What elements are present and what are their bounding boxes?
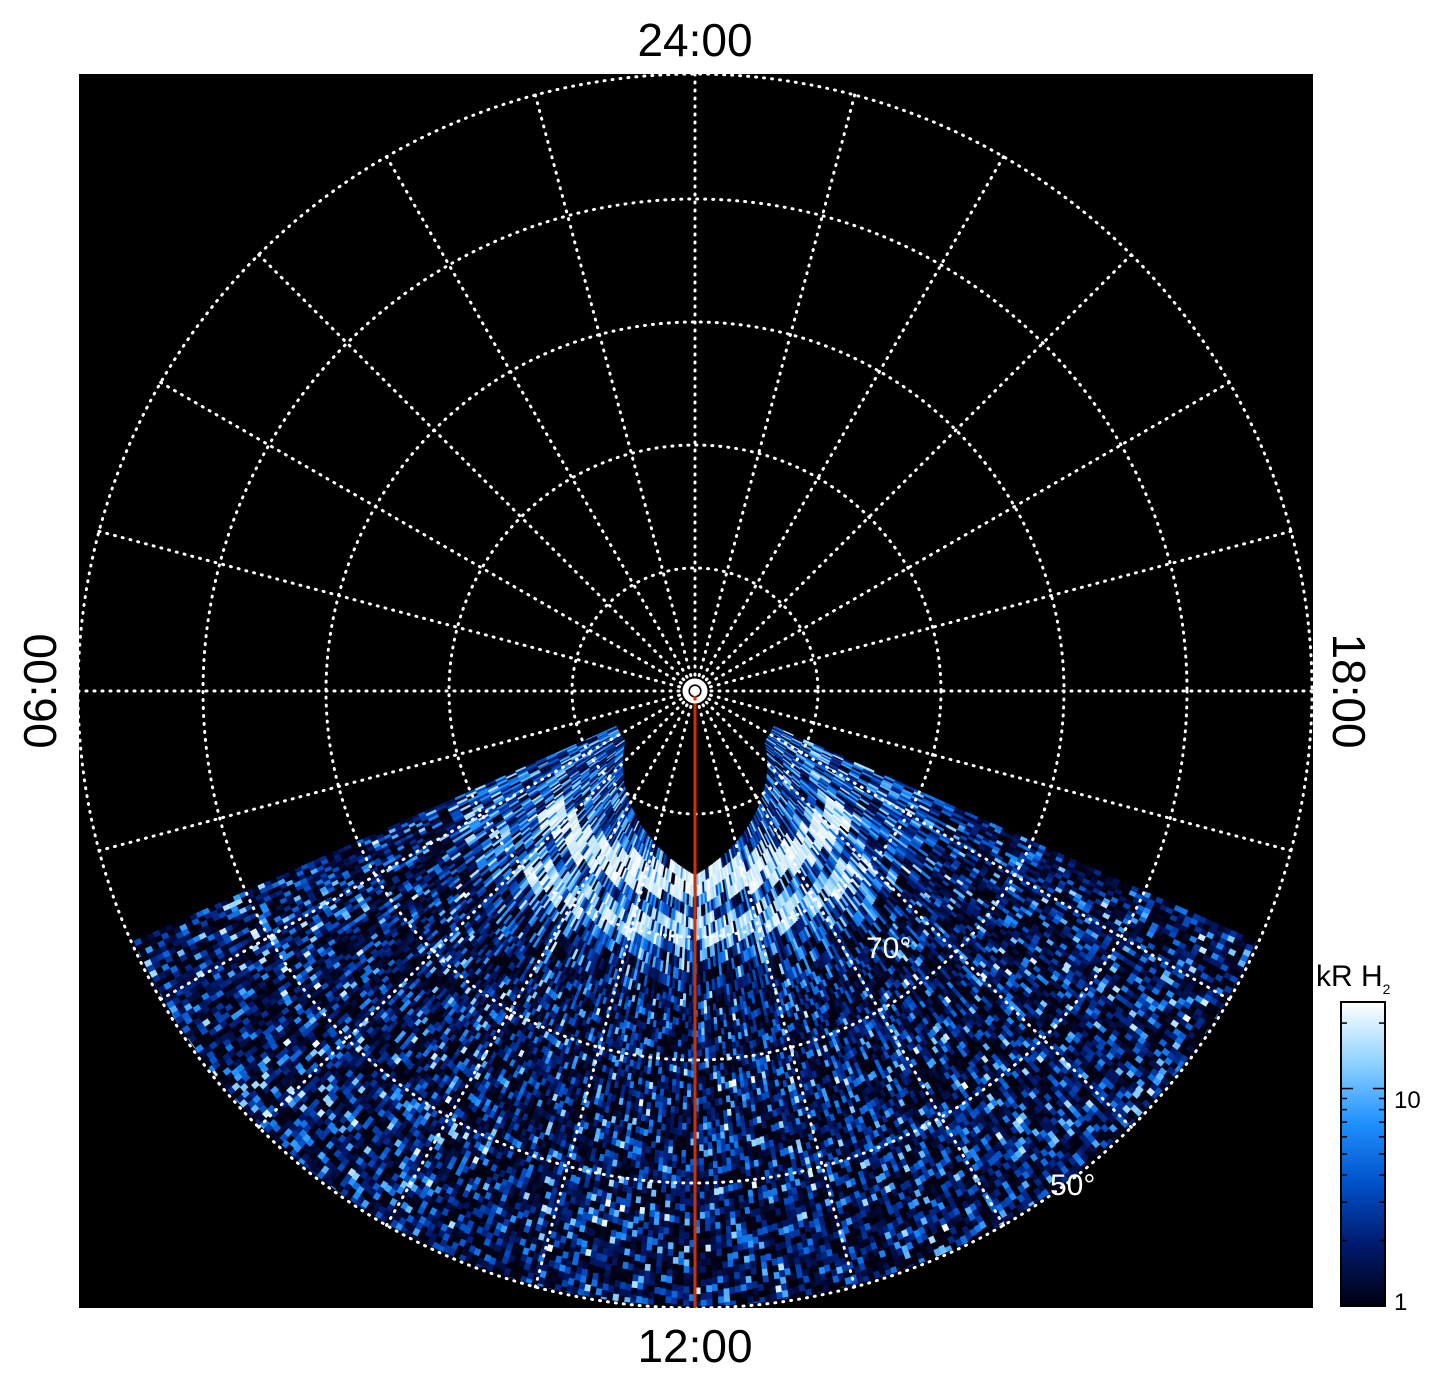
auroral-polar-plot: 70° 50° 24:00 12:00 06:00 18:00 kR H2 10…	[0, 0, 1447, 1384]
